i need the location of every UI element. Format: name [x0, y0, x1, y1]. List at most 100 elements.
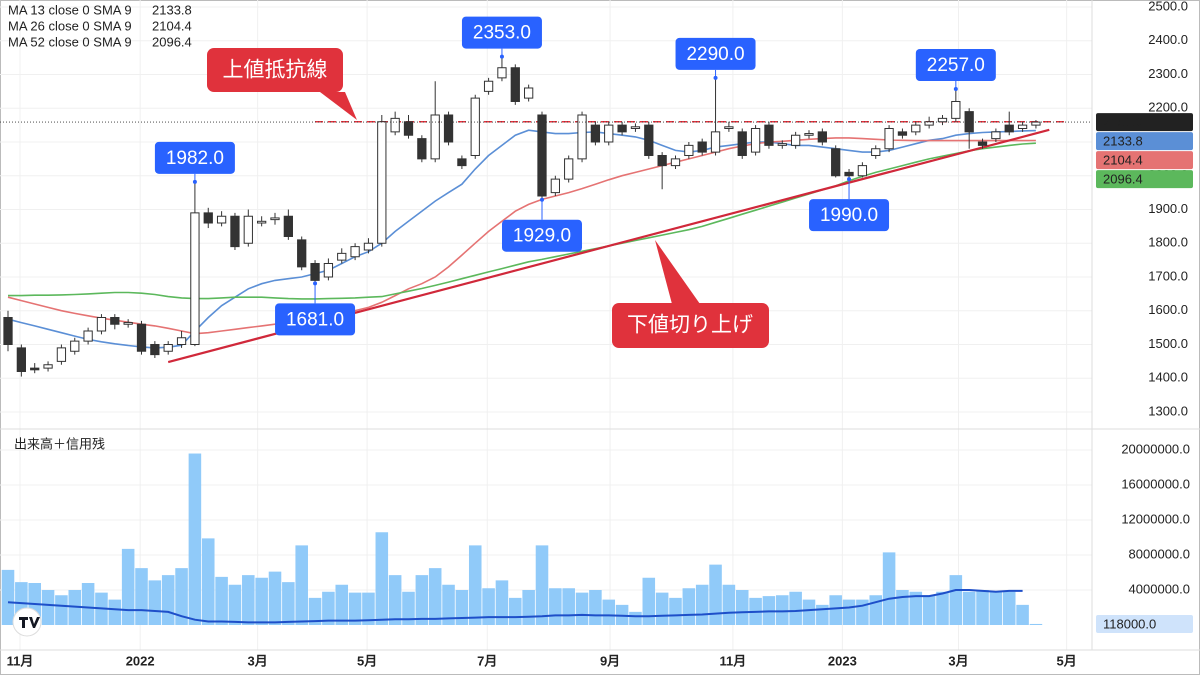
candle-body	[163, 343, 173, 352]
volume-bar	[41, 589, 55, 625]
candle-body	[203, 212, 213, 224]
volume-bar	[375, 532, 389, 625]
volume-bar	[268, 571, 282, 625]
y-tick-label: 1300.0	[1148, 403, 1188, 418]
candle-body	[510, 67, 520, 102]
volume-bar	[976, 589, 989, 625]
volume-bar	[255, 577, 268, 625]
annotation-dot	[192, 179, 197, 184]
volume-bar	[709, 564, 722, 625]
candle-body	[590, 124, 601, 143]
annotation-dot	[499, 54, 504, 59]
candle-body	[977, 141, 988, 146]
volume-bar	[522, 589, 535, 625]
ma-value-box	[1096, 170, 1193, 189]
volume-ma-line	[7, 589, 1023, 624]
y-tick-label: 1400.0	[1148, 370, 1188, 385]
volume-bar	[842, 599, 856, 625]
plot: 1982.0 1681.0 2353.0 1929.0 2290.0 1990.0 2257…	[0, 16, 1092, 625]
volume-bar	[949, 575, 963, 625]
callout-label: 上値抵抗線	[223, 59, 328, 82]
candle-body	[270, 217, 280, 221]
candle-body	[497, 67, 507, 79]
candle-body	[110, 316, 120, 325]
volume-bar	[402, 591, 415, 625]
legend: MA 13 close 0 SMA 9 2133.8 MA 26 close 0 S…	[8, 2, 192, 49]
volume-bar	[228, 584, 242, 625]
annotation-box	[809, 199, 890, 232]
candle-body	[670, 158, 681, 167]
annotation-label: 2353.0	[473, 23, 531, 44]
volume-bar	[308, 597, 322, 625]
y-tick-label: 2500.0	[1148, 0, 1188, 13]
y-tick-label: 1500.0	[1148, 336, 1188, 351]
candle-body	[3, 316, 13, 345]
candle-body	[644, 124, 654, 156]
volume-bar	[575, 592, 589, 625]
annotation-box	[461, 16, 542, 49]
candle-body	[30, 367, 40, 371]
y-tick-label: 1600.0	[1148, 302, 1188, 317]
volume-bar	[695, 584, 709, 625]
candle-body	[243, 215, 253, 244]
x-tick-label: 7月	[477, 653, 497, 668]
volume-bar	[869, 595, 883, 625]
volume-bar	[549, 588, 562, 625]
volume-bar	[962, 591, 976, 625]
candle-body	[550, 178, 560, 194]
volume-bar	[362, 592, 375, 625]
x-tick-label: 11月	[7, 653, 34, 668]
x-tick-label: 3月	[948, 653, 968, 668]
candle-body	[403, 121, 414, 136]
candle-body	[123, 322, 133, 325]
y-tick-label: 1700.0	[1148, 268, 1188, 283]
y-tick-label: 1800.0	[1148, 235, 1188, 250]
candle-body	[83, 330, 93, 342]
volume-bar	[201, 538, 215, 625]
candle-body	[337, 252, 347, 261]
annotation-label: 1982.0	[166, 148, 224, 169]
candle-body	[257, 220, 267, 224]
candle-body	[56, 347, 67, 362]
candle-body	[283, 215, 293, 237]
candle-body	[443, 114, 454, 143]
legend-value: 2096.4	[152, 34, 192, 49]
candle-body	[844, 171, 854, 177]
volume-bar	[322, 591, 335, 625]
volume-bar	[802, 599, 816, 625]
y-tick-label: 2200.0	[1148, 100, 1188, 115]
volume-bar	[655, 592, 669, 625]
candle-body	[537, 114, 547, 197]
support-callout: 下値切り上げ	[612, 240, 769, 348]
candle-body	[724, 126, 734, 129]
volume-bar	[602, 599, 616, 625]
volume-bar	[1029, 623, 1043, 625]
ma-value-label: 2133.8	[1103, 134, 1143, 149]
candle-body	[897, 131, 908, 136]
candle-body	[817, 131, 827, 143]
candle-body	[96, 316, 107, 332]
candle-body	[136, 323, 147, 352]
volume-tick-label: 8000000.0	[1129, 546, 1190, 561]
candle-body	[831, 148, 841, 177]
candle-body	[16, 347, 26, 373]
callout-pointer	[655, 240, 700, 304]
volume-bar	[856, 599, 869, 625]
y-tick-label: 2300.0	[1148, 66, 1188, 81]
candle-body	[710, 131, 721, 153]
ma-value-label: 2104.4	[1103, 153, 1143, 168]
annotation-dot	[313, 281, 318, 286]
x-tick-label: 2022	[126, 653, 155, 668]
annotation-dot	[953, 87, 958, 92]
volume-bar	[348, 592, 362, 625]
volume-bar	[829, 595, 842, 625]
volume-bar	[175, 568, 188, 625]
volume-bar	[468, 545, 482, 625]
candle-body	[390, 117, 400, 133]
volume-bar	[909, 591, 923, 625]
candle-body	[377, 121, 387, 244]
legend-label: MA 13 close 0 SMA 9	[8, 2, 132, 17]
candle-body	[791, 134, 801, 146]
logo	[12, 607, 42, 637]
volume-bar	[682, 588, 696, 625]
